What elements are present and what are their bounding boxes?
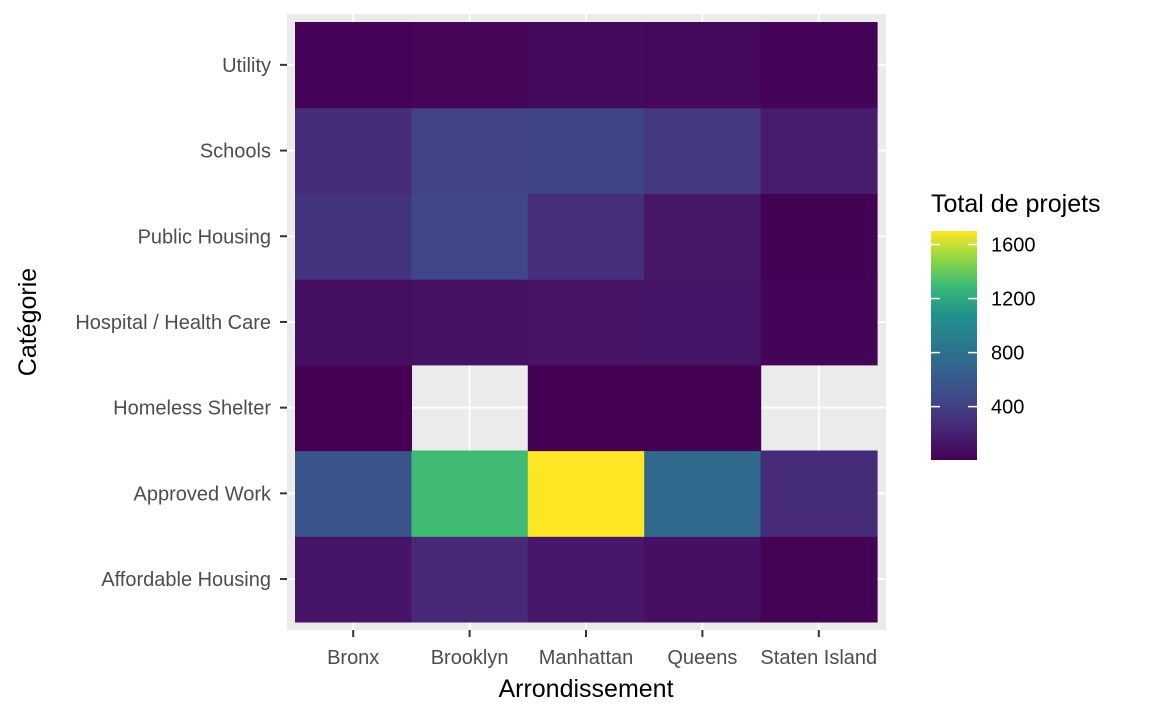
legend-tick-label: 1200 — [991, 289, 1036, 311]
heatmap-cell — [527, 450, 645, 537]
x-tick-label: Bronx — [327, 647, 379, 669]
y-axis-title: Catégorie — [14, 268, 42, 376]
x-tick-label: Queens — [667, 647, 737, 669]
heatmap-cell — [295, 536, 412, 623]
heatmap-cell — [295, 279, 412, 366]
heatmap-cell — [644, 193, 762, 280]
x-axis-title: Arrondissement — [498, 675, 673, 703]
heatmap-cell — [527, 279, 645, 366]
heatmap-cell — [760, 450, 878, 537]
heatmap-cell — [527, 536, 645, 623]
heatmap-cell — [527, 107, 645, 194]
legend-tick-label: 800 — [991, 343, 1024, 365]
heatmap-cell — [527, 193, 645, 280]
heatmap-cells — [295, 22, 878, 623]
legend-tick-label: 400 — [991, 397, 1024, 419]
y-tick-label: Approved Work — [134, 483, 272, 505]
heatmap-cell — [760, 107, 878, 194]
legend-title: Total de projets — [931, 190, 1101, 218]
y-tick-label: Homeless Shelter — [113, 398, 271, 420]
heatmap-cell — [644, 450, 762, 537]
y-tick-label: Public Housing — [138, 226, 271, 248]
heatmap-cell — [295, 193, 412, 280]
color-legend: Total de projets 400 800 1200 1600 — [931, 190, 1101, 460]
heatmap-cell — [644, 536, 762, 623]
heatmap-cell — [760, 536, 878, 623]
legend-tick-label: 1600 — [991, 235, 1036, 257]
heatmap-cell — [644, 107, 762, 194]
y-tick-label: Affordable Housing — [101, 569, 271, 591]
legend-color-bar — [931, 231, 977, 460]
x-tick-label: Staten Island — [760, 647, 877, 669]
y-tick-label: Hospital / Health Care — [75, 312, 271, 334]
heatmap-cell — [644, 22, 762, 109]
x-tick-label: Manhattan — [539, 647, 634, 669]
x-axis: Bronx Brooklyn Manhattan Queens Staten Islan… — [327, 630, 877, 669]
heatmap-cell — [295, 364, 412, 452]
heatmap-cell — [527, 364, 645, 452]
heatmap-cell — [760, 22, 878, 109]
heatmap-cell — [411, 279, 529, 366]
heatmap-cell — [411, 107, 529, 194]
y-tick-label: Utility — [222, 55, 271, 77]
heatmap-cell — [411, 193, 529, 280]
y-tick-label: Schools — [200, 141, 271, 163]
y-axis: Affordable Housing Approved Work Homeless … — [75, 55, 287, 591]
heatmap-cell — [644, 364, 762, 452]
heatmap-cell — [295, 22, 412, 109]
heatmap-cell — [411, 536, 529, 623]
heatmap-cell — [760, 193, 878, 280]
heatmap-cell — [760, 279, 878, 366]
heatmap-cell — [295, 107, 412, 194]
heatmap-cell — [644, 279, 762, 366]
heatmap-cell — [527, 22, 645, 109]
heatmap-cell — [411, 450, 529, 537]
x-tick-label: Brooklyn — [431, 647, 509, 669]
heatmap-cell — [295, 450, 412, 537]
heatmap-cell — [411, 22, 529, 109]
